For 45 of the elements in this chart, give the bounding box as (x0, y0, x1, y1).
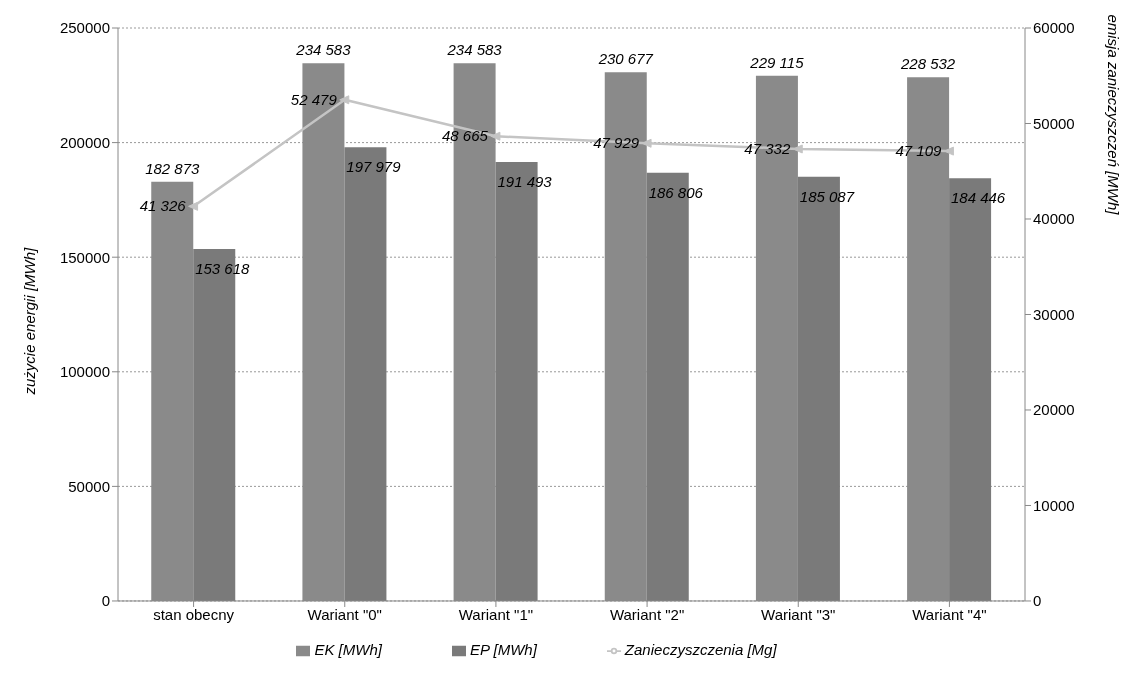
y2-tick-label: 50000 (1033, 114, 1075, 132)
data-label: 191 493 (497, 173, 553, 191)
data-label: 184 446 (950, 189, 1006, 207)
data-label: 47 929 (593, 134, 640, 152)
y-axis-title: zużycie energii [MWh] (21, 246, 39, 396)
x-tick-label: Wariant "1" (458, 605, 534, 623)
y-tick-label: 200000 (59, 133, 110, 151)
point (339, 95, 350, 105)
data-label: 229 115 (749, 53, 805, 71)
data-label: 234 583 (446, 41, 503, 59)
data-label: 197 979 (346, 158, 402, 176)
y-tick-label: 250000 (59, 19, 110, 37)
data-label: 153 618 (195, 259, 251, 277)
legend-label: EP [MWh] (469, 640, 537, 658)
y2-tick-label: 0 (1033, 592, 1042, 610)
data-label: 182 873 (145, 159, 201, 177)
point (490, 131, 501, 141)
y-tick-label: 150000 (59, 248, 110, 266)
data-label: 230 677 (597, 50, 654, 68)
data-label: 48 665 (442, 127, 489, 145)
data-label: 47 109 (895, 142, 943, 160)
x-tick-label: Wariant "3" (761, 605, 836, 623)
x-tick-label: stan obecny (153, 605, 235, 623)
data-label: 52 479 (290, 90, 338, 108)
x-tick-label: Wariant "2" (609, 605, 685, 623)
x-tick-label: Wariant "4" (912, 605, 987, 623)
data-label: 47 332 (744, 139, 791, 157)
y2-tick-label: 30000 (1033, 305, 1075, 323)
data-label: 185 087 (799, 187, 855, 205)
y-tick-label: 0 (101, 592, 110, 610)
y-tick-label: 100000 (59, 363, 110, 381)
y-tick-label: 50000 (68, 477, 110, 495)
data-label: 234 583 (295, 41, 352, 59)
y2-tick-label: 60000 (1033, 19, 1075, 37)
y2-tick-label: 10000 (1033, 496, 1075, 514)
x-tick-label: Wariant "0" (307, 605, 382, 623)
legend-label: Zanieczyszczenia [Mg] (624, 640, 777, 658)
legend-label: EK [MWh] (314, 640, 382, 658)
data-label: 41 326 (139, 197, 187, 215)
y2-tick-label: 40000 (1033, 210, 1075, 228)
y2-axis-title: emisja zanieczyszczeń [MWh] (1104, 14, 1122, 216)
point (188, 201, 199, 211)
y2-tick-label: 20000 (1033, 401, 1075, 419)
data-label: 186 806 (648, 183, 704, 201)
data-label: 228 532 (899, 55, 956, 73)
